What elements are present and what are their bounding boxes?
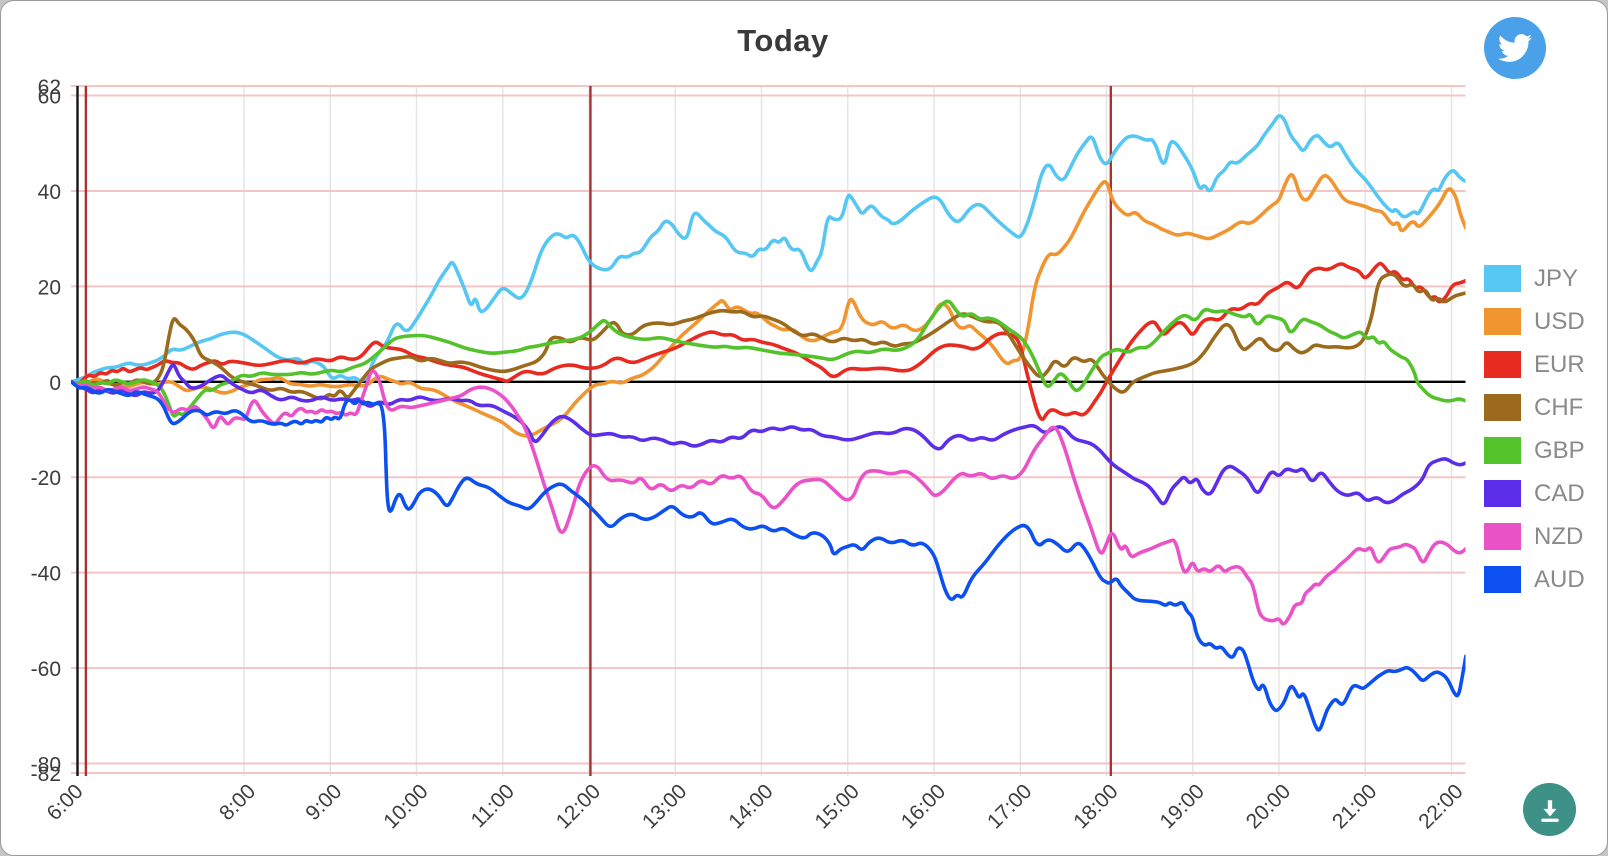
x-tick-label: 12:00 bbox=[552, 780, 605, 833]
series-line-AUD[interactable] bbox=[71, 380, 1466, 732]
y-tick-label: -60 bbox=[31, 658, 61, 681]
x-tick-label: 21:00 bbox=[1328, 780, 1381, 833]
legend-item-AUD[interactable]: AUD bbox=[1484, 566, 1585, 593]
x-tick-label: 9:00 bbox=[301, 780, 346, 825]
x-tick-label: 17:00 bbox=[983, 780, 1036, 833]
twitter-icon bbox=[1498, 34, 1532, 62]
y-tick-label: 60 bbox=[38, 86, 61, 109]
series-line-CAD[interactable] bbox=[71, 363, 1466, 506]
series-line-CHF[interactable] bbox=[71, 272, 1466, 401]
series-line-JPY[interactable] bbox=[71, 114, 1466, 384]
legend-label: EUR bbox=[1534, 351, 1585, 378]
y-tick-label: -20 bbox=[31, 467, 61, 490]
legend-label: CAD bbox=[1534, 480, 1585, 507]
legend-item-JPY[interactable]: JPY bbox=[1484, 265, 1585, 292]
legend-swatch-NZD bbox=[1484, 523, 1521, 550]
series-line-NZD[interactable] bbox=[71, 369, 1466, 626]
download-chart-button[interactable] bbox=[1523, 783, 1576, 836]
x-tick-label: 16:00 bbox=[897, 780, 950, 833]
legend-item-CHF[interactable]: CHF bbox=[1484, 394, 1585, 421]
legend-swatch-AUD bbox=[1484, 566, 1521, 593]
legend-item-CAD[interactable]: CAD bbox=[1484, 480, 1585, 507]
twitter-share-button[interactable] bbox=[1484, 17, 1546, 79]
legend-label: CHF bbox=[1534, 394, 1584, 421]
download-icon bbox=[1540, 799, 1559, 822]
y-tick-label: 40 bbox=[38, 181, 61, 204]
legend-label: AUD bbox=[1534, 566, 1585, 593]
x-tick-label: 15:00 bbox=[811, 780, 864, 833]
x-tick-label: 18:00 bbox=[1069, 780, 1122, 833]
legend-label: NZD bbox=[1534, 523, 1584, 550]
x-tick-label: 8:00 bbox=[215, 780, 260, 825]
x-tick-label: 13:00 bbox=[638, 780, 691, 833]
y-tick-label: 0 bbox=[49, 372, 61, 395]
legend-swatch-CHF bbox=[1484, 394, 1521, 421]
page-title: Today bbox=[737, 23, 829, 58]
legend-label: USD bbox=[1534, 308, 1585, 335]
legend-swatch-USD bbox=[1484, 308, 1521, 335]
legend-item-GBP[interactable]: GBP bbox=[1484, 437, 1585, 464]
legend-item-USD[interactable]: USD bbox=[1484, 308, 1585, 335]
legend-swatch-EUR bbox=[1484, 351, 1521, 378]
y-tick-label: -82 bbox=[31, 763, 61, 786]
x-tick-label: 10:00 bbox=[379, 780, 432, 833]
series-line-GBP[interactable] bbox=[71, 299, 1466, 418]
legend-swatch-GBP bbox=[1484, 437, 1521, 464]
y-tick-label: -80 bbox=[31, 753, 61, 776]
x-tick-label: 22:00 bbox=[1414, 780, 1467, 833]
x-tick-label: 19:00 bbox=[1156, 780, 1209, 833]
legend-swatch-CAD bbox=[1484, 480, 1521, 507]
legend: JPY USD EUR CHF GBP CAD NZD AUD bbox=[1484, 265, 1585, 609]
y-tick-label: 62 bbox=[38, 76, 61, 99]
y-tick-label: 20 bbox=[38, 276, 61, 299]
x-tick-label: 6:00 bbox=[43, 780, 88, 825]
x-tick-label: 14:00 bbox=[724, 780, 777, 833]
legend-item-EUR[interactable]: EUR bbox=[1484, 351, 1585, 378]
legend-label: GBP bbox=[1534, 437, 1585, 464]
x-tick-label: 20:00 bbox=[1242, 780, 1295, 833]
legend-label: JPY bbox=[1534, 265, 1579, 292]
x-tick-label: 11:00 bbox=[467, 780, 519, 832]
legend-swatch-JPY bbox=[1484, 265, 1521, 292]
y-tick-label: -40 bbox=[31, 563, 61, 586]
legend-item-NZD[interactable]: NZD bbox=[1484, 523, 1585, 550]
series-line-EUR[interactable] bbox=[71, 261, 1466, 421]
